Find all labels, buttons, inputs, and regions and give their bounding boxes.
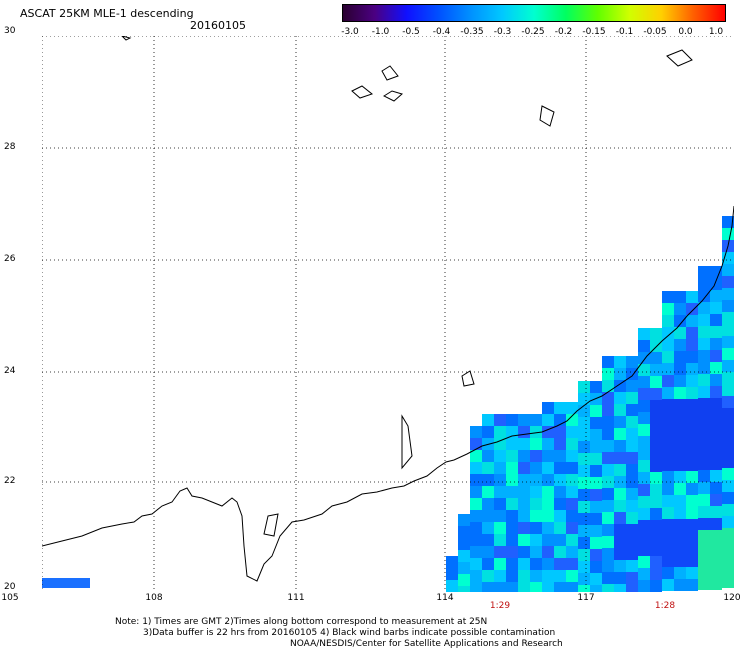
lon-label-114: 114 bbox=[436, 593, 454, 603]
colorbar-tick: -3.0 bbox=[341, 27, 359, 37]
colorbar-tick: -0.2 bbox=[554, 27, 573, 37]
lon-label-108: 108 bbox=[145, 593, 163, 603]
map-date: 20160105 bbox=[190, 19, 246, 32]
lat-label-20: 20 bbox=[4, 582, 16, 592]
time-label-1: 1:29 bbox=[489, 601, 511, 611]
color-scale-bar bbox=[342, 4, 726, 22]
lat-label-28: 28 bbox=[4, 142, 16, 152]
map-title: ASCAT 25KM MLE-1 descending bbox=[20, 7, 194, 20]
lon-label-111: 111 bbox=[287, 593, 305, 603]
colorbar-tick: -0.25 bbox=[521, 27, 545, 37]
lat-label-30: 30 bbox=[4, 26, 16, 36]
map-plot bbox=[42, 36, 734, 592]
lon-label-105: 105 bbox=[1, 593, 19, 603]
note-line-1: Note: 1) Times are GMT 2)Times along bot… bbox=[115, 617, 488, 627]
colorbar-tick: -0.5 bbox=[402, 27, 420, 37]
lat-label-26: 26 bbox=[4, 254, 16, 264]
colorbar-tick: -0.05 bbox=[643, 27, 667, 37]
colorbar-tick: -0.3 bbox=[493, 27, 512, 37]
lat-label-24: 24 bbox=[4, 366, 16, 376]
wind-swath bbox=[42, 216, 734, 592]
lon-label-120: 120 bbox=[723, 593, 740, 603]
grid-lines bbox=[42, 36, 734, 592]
time-label-2: 1:28 bbox=[654, 601, 676, 611]
colorbar-tick: -0.35 bbox=[460, 27, 484, 37]
colorbar-tick: 1.0 bbox=[708, 27, 724, 37]
colorbar-tick: -1.0 bbox=[371, 27, 390, 37]
lat-label-22: 22 bbox=[4, 476, 16, 486]
note-line-2: 3)Data buffer is 22 hrs from 20160105 4)… bbox=[143, 628, 556, 638]
colorbar-tick: -0.1 bbox=[615, 27, 634, 37]
lon-label-117: 117 bbox=[577, 593, 595, 603]
coastline bbox=[42, 36, 734, 582]
colorbar-tick: -0.15 bbox=[582, 27, 606, 37]
note-line-3: NOAA/NESDIS/Center for Satellite Applica… bbox=[290, 639, 563, 649]
colorbar-tick: -0.4 bbox=[432, 27, 451, 37]
colorbar-tick: 0.0 bbox=[678, 27, 693, 37]
